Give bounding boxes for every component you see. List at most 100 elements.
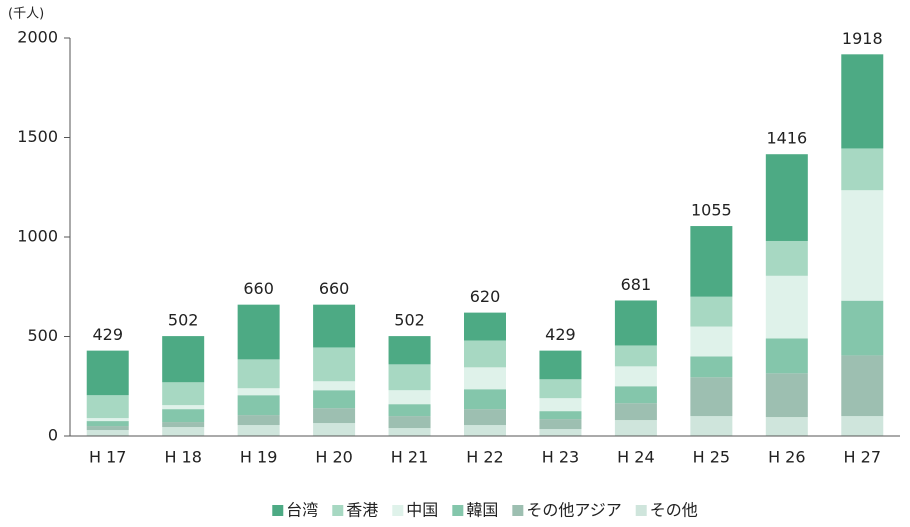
- bar-segment: [539, 379, 582, 399]
- x-tick-label: H 23: [542, 448, 579, 467]
- bar-segment: [86, 395, 129, 419]
- bar-segment: [841, 355, 884, 417]
- bar-segment: [614, 420, 657, 436]
- bar-segment: [388, 416, 431, 429]
- legend-label: 香港: [346, 501, 378, 520]
- bar-segment: [237, 395, 280, 416]
- bar-segment: [388, 390, 431, 405]
- bar-segment: [464, 367, 506, 390]
- bar-segment: [841, 190, 884, 301]
- bar-segment: [464, 340, 506, 368]
- bar-segment: [388, 364, 431, 391]
- total-label: 429: [545, 325, 576, 344]
- bar-segment: [765, 338, 808, 374]
- bar-segment: [690, 356, 733, 378]
- x-tick-label: H 24: [617, 448, 654, 467]
- total-label: 1055: [691, 201, 732, 220]
- total-label: 1918: [842, 29, 883, 48]
- bar-segment: [162, 405, 205, 410]
- bar-segment: [614, 386, 657, 404]
- bar-segment: [690, 377, 733, 417]
- bar-segment: [464, 312, 506, 341]
- bar-segment: [765, 240, 808, 276]
- bar-segment: [841, 416, 884, 436]
- bar-segment: [313, 381, 356, 391]
- bar-segment: [539, 429, 582, 436]
- bar-segment: [614, 300, 657, 346]
- bar-segment: [765, 417, 808, 436]
- y-tick-label: 1500: [17, 127, 58, 146]
- bar-segment: [539, 419, 582, 430]
- bar-segment: [237, 304, 280, 360]
- total-label: 502: [168, 311, 199, 330]
- legend-label: その他: [650, 501, 698, 520]
- legend-swatch: [635, 505, 647, 516]
- bar-segment: [86, 350, 129, 396]
- bar-segment: [539, 398, 582, 412]
- bar-segment: [539, 350, 582, 380]
- total-label: 429: [92, 325, 123, 344]
- bar-segment: [86, 426, 129, 431]
- x-tick-label: H 22: [466, 448, 503, 467]
- bar-segment: [690, 226, 733, 297]
- bar-segment: [237, 359, 280, 389]
- bar-segment: [841, 300, 884, 356]
- bar-segment: [614, 403, 657, 421]
- bar-segment: [237, 425, 280, 436]
- legend-swatch: [332, 505, 344, 516]
- bar-segment: [690, 416, 733, 436]
- y-tick-label: 1000: [17, 227, 58, 246]
- legend-swatch: [452, 505, 464, 516]
- total-label: 502: [394, 311, 425, 330]
- bar-segment: [614, 345, 657, 367]
- y-tick-label: 500: [27, 326, 58, 345]
- x-tick-label: H 21: [391, 448, 428, 467]
- y-tick-label: 2000: [17, 28, 58, 47]
- unit-label: (千人): [8, 7, 44, 22]
- bar-segment: [690, 326, 733, 357]
- legend-label: 台湾: [286, 501, 318, 520]
- legend-swatch: [512, 505, 524, 516]
- bar-segment: [162, 336, 205, 383]
- bar-segment: [614, 366, 657, 387]
- legend-swatch: [392, 505, 404, 516]
- bar-segment: [313, 423, 356, 436]
- bar-segment: [86, 430, 129, 436]
- total-label: 681: [621, 275, 652, 294]
- bar-segment: [86, 421, 129, 427]
- total-label: 660: [243, 279, 274, 298]
- bar-segment: [388, 336, 431, 365]
- legend-label: 韓国: [466, 501, 498, 520]
- bar-segment: [162, 422, 205, 428]
- total-label: 660: [319, 279, 350, 298]
- x-tick-label: H 18: [164, 448, 201, 467]
- bar-segment: [464, 409, 506, 426]
- legend-swatch: [272, 505, 284, 516]
- bar-segment: [841, 148, 884, 191]
- bar-segment: [313, 390, 356, 409]
- bar-segment: [313, 408, 356, 424]
- x-tick-label: H 27: [844, 448, 881, 467]
- x-tick-label: H 19: [240, 448, 277, 467]
- bar-segment: [162, 409, 205, 423]
- y-tick-label: 0: [48, 426, 58, 445]
- bar-segment: [162, 427, 205, 436]
- bar-segment: [464, 389, 506, 410]
- bar-segment: [539, 411, 582, 420]
- bar-segment: [765, 154, 808, 241]
- bar-segment: [690, 296, 733, 327]
- bar-segment: [86, 418, 129, 422]
- x-tick-label: H 26: [768, 448, 805, 467]
- bar-segment: [237, 388, 280, 396]
- total-label: 1416: [766, 129, 807, 148]
- bar-segment: [313, 347, 356, 382]
- bar-segment: [162, 382, 205, 406]
- legend-label: その他アジア: [526, 501, 621, 520]
- total-label: 620: [470, 287, 501, 306]
- bar-segment: [464, 425, 506, 436]
- bar-segment: [313, 304, 356, 348]
- x-tick-label: H 25: [693, 448, 730, 467]
- bar-segment: [765, 275, 808, 339]
- x-tick-label: H 20: [315, 448, 352, 467]
